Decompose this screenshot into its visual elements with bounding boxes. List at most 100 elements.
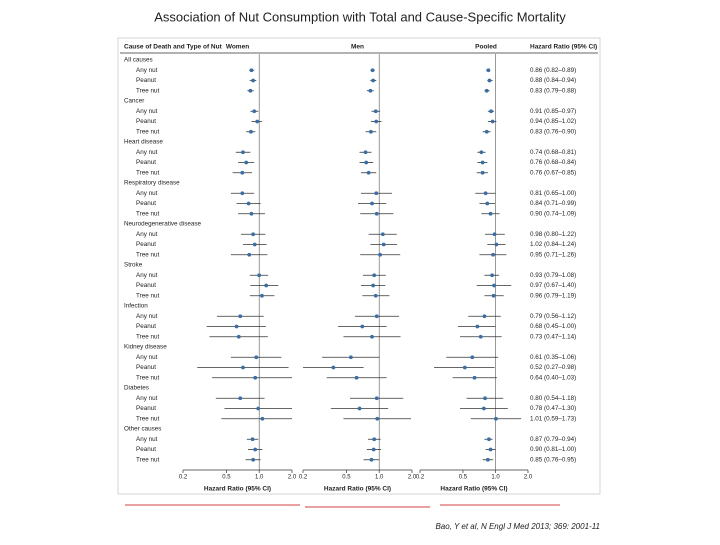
point: [247, 252, 252, 257]
group-label: Heart disease: [124, 139, 163, 146]
point: [485, 457, 490, 462]
group-label: Respiratory disease: [124, 180, 180, 187]
point: [380, 232, 385, 237]
point: [255, 119, 260, 124]
point: [249, 68, 254, 73]
value-label: 0.52 (0.27–0.98): [530, 364, 576, 371]
x-tick-label: 0.2: [416, 475, 425, 481]
row-label: Any nut: [136, 313, 158, 320]
point: [371, 78, 376, 83]
value-label: 0.93 (0.79–1.08): [530, 272, 576, 279]
value-label: 0.78 (0.47–1.30): [530, 405, 576, 412]
value-label: 0.74 (0.68–0.81): [530, 149, 576, 156]
value-label: 0.95 (0.71–1.26): [530, 251, 576, 258]
panel-header: Men: [351, 44, 364, 51]
footer-decoration: [125, 504, 560, 508]
point: [260, 416, 265, 421]
point: [364, 160, 369, 165]
panel-marks: [434, 68, 522, 462]
row-label: Tree nut: [136, 251, 159, 258]
point: [241, 150, 245, 155]
point: [244, 160, 249, 165]
row-label: Any nut: [136, 149, 158, 156]
row-label: Peanut: [136, 241, 156, 248]
value-label: 0.83 (0.76–0.90): [530, 128, 576, 135]
point: [238, 396, 243, 401]
point: [490, 273, 494, 278]
value-label: 0.73 (0.47–1.14): [530, 333, 576, 340]
group-label: Diabetes: [124, 385, 149, 392]
point: [240, 191, 245, 196]
point: [486, 68, 491, 73]
panel-header: Women: [226, 44, 249, 51]
group-label: Cancer: [124, 98, 144, 105]
row-label: Peanut: [136, 446, 156, 453]
point: [360, 324, 365, 329]
point: [374, 191, 379, 196]
point: [260, 293, 264, 298]
point: [479, 150, 484, 155]
row-label: Any nut: [136, 354, 158, 361]
point: [249, 211, 254, 216]
row-label: Tree nut: [136, 87, 159, 94]
point: [366, 170, 371, 175]
value-label: 0.83 (0.79–0.88): [530, 87, 576, 94]
x-tick-label: 0.2: [179, 475, 188, 481]
value-label: 0.91 (0.85–0.97): [530, 108, 576, 115]
point: [372, 273, 377, 278]
group-label: Stroke: [124, 262, 143, 269]
row-label: Peanut: [136, 282, 156, 289]
point: [492, 283, 496, 288]
point: [375, 416, 380, 421]
point: [490, 119, 495, 124]
point: [478, 334, 483, 339]
point: [241, 365, 245, 370]
row-label: Any nut: [136, 272, 158, 279]
row-label: Tree nut: [136, 292, 159, 299]
row-label: Peanut: [136, 159, 156, 166]
panel-marks: [303, 68, 412, 462]
point: [257, 273, 262, 278]
x-tick-label: 1.0: [491, 475, 500, 481]
group-label: All causes: [124, 57, 153, 64]
row-label: Tree nut: [136, 374, 159, 381]
point: [462, 365, 467, 370]
point: [246, 201, 251, 206]
x-tick-label: 2.0: [408, 475, 417, 481]
row-label: Peanut: [136, 77, 156, 84]
x-tick-label: 0.5: [222, 475, 231, 481]
x-tick-label: 2.0: [288, 475, 297, 481]
x-tick-label: 0.5: [459, 475, 468, 481]
point: [370, 334, 374, 339]
point: [487, 437, 491, 442]
point: [369, 129, 373, 134]
point: [374, 211, 379, 216]
value-label: 0.97 (0.67–1.40): [530, 282, 576, 289]
value-label: 0.98 (0.80–1.22): [530, 231, 576, 238]
point: [236, 334, 241, 339]
value-label: 0.90 (0.81–1.00): [530, 446, 576, 453]
point: [371, 447, 376, 452]
point: [370, 201, 374, 206]
row-label: Any nut: [136, 436, 158, 443]
point: [482, 314, 487, 319]
row-label: Tree nut: [136, 456, 159, 463]
row-label: Any nut: [136, 395, 158, 402]
point: [371, 283, 376, 288]
point: [234, 324, 239, 329]
point: [491, 293, 496, 298]
panel-marks: [197, 68, 292, 462]
point: [381, 242, 386, 247]
value-label: 0.61 (0.35–1.06): [530, 354, 576, 361]
point: [251, 78, 256, 83]
chart-title: Association of Nut Consumption with Tota…: [154, 9, 566, 24]
point: [254, 355, 259, 360]
value-label: 0.84 (0.71–0.99): [530, 200, 576, 207]
group-label: Neurodegenerative disease: [124, 221, 202, 228]
row-header: Cause of Death and Type of Nut: [124, 44, 223, 51]
point: [378, 252, 383, 257]
point: [370, 68, 375, 73]
x-axis-label: Hazard Ratio (95% CI): [440, 486, 507, 493]
point: [480, 160, 485, 165]
